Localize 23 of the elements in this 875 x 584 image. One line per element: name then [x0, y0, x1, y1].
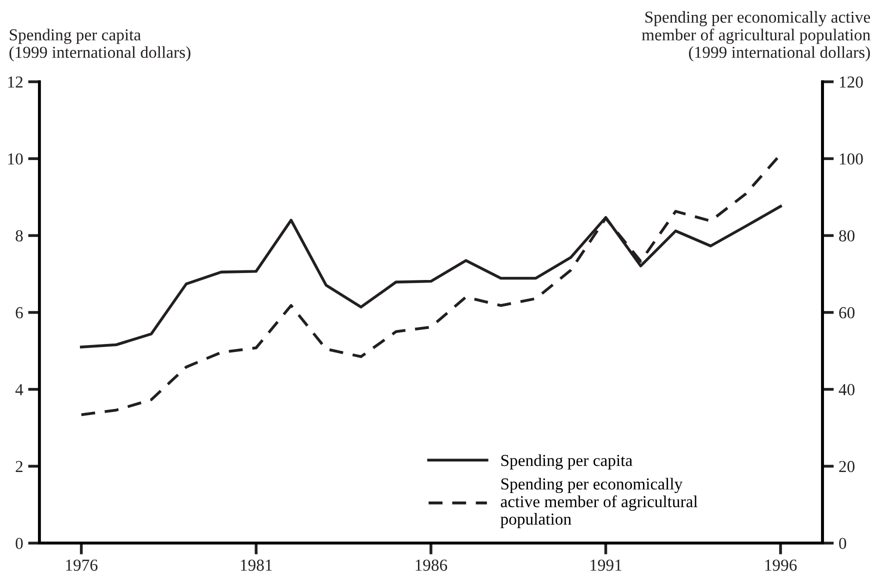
y2-tick-label: 0	[839, 538, 846, 550]
x-tick-label: 1996	[765, 560, 797, 571]
y2-tick-label: 120	[840, 76, 863, 88]
x-tick-label: 1991	[590, 560, 622, 571]
y-tick-label: 8	[16, 230, 23, 242]
y-tick-label: 2	[16, 460, 22, 472]
y2-tick-label: 100	[840, 153, 863, 165]
y-axis-title: Spending per capita (1999 international dollars)	[9, 28, 190, 62]
y-tick-label: 4	[15, 384, 24, 396]
y-tick-label: 10	[8, 153, 23, 165]
y-tick-label: 0	[16, 538, 23, 550]
y2-tick-label: 60	[839, 307, 855, 318]
x-tick-label: 1986	[416, 560, 448, 571]
y2-tick-label: 20	[839, 460, 855, 472]
legend-label: Spending per capita	[501, 454, 632, 470]
x-tick-label: 1976	[66, 560, 98, 571]
y-tick-label: 12	[8, 76, 22, 88]
legend-label: Spending per economically active member of agricultural population	[500, 478, 698, 528]
y2-axis-title: Spending per economically active member of agricultural population (1999 international dollars)	[642, 11, 870, 62]
y2-tick-label: 40	[838, 384, 855, 396]
y2-tick-label: 80	[839, 230, 855, 242]
y-tick-label: 6	[16, 307, 23, 318]
x-tick-label: 1981	[240, 560, 272, 571]
